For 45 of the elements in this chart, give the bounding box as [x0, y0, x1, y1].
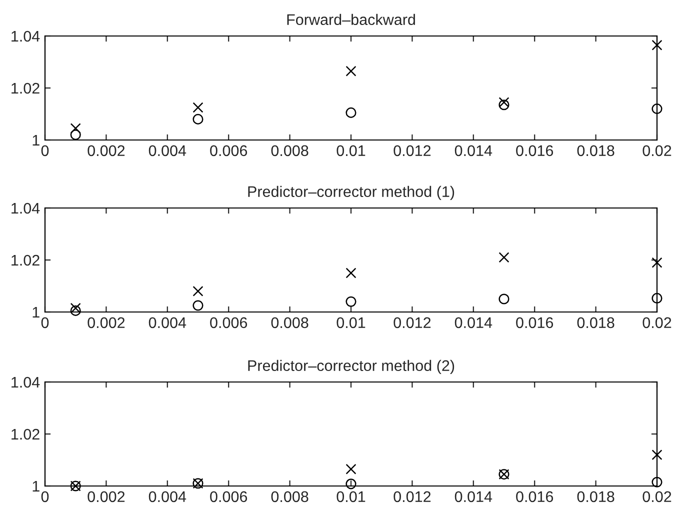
x-tick-label: 0 — [41, 317, 49, 328]
x-tick-label: 0.004 — [148, 145, 186, 156]
x-tick-label: 0.02 — [642, 317, 672, 328]
x-tick-label: 0.018 — [577, 491, 614, 502]
chart-title: Predictor–corrector method (2) — [248, 360, 454, 374]
x-tick-label: 0.016 — [516, 145, 554, 156]
y-tick-label: 1.04 — [12, 202, 40, 214]
x-tick-label: 0.002 — [88, 317, 125, 328]
x-tick-label: 0.016 — [516, 317, 554, 328]
x-tick-label: 0.018 — [577, 317, 614, 328]
x-tick-label: 0.004 — [148, 491, 186, 502]
x-tick-label: 0.004 — [148, 317, 186, 328]
x-tick-label: 0.006 — [210, 317, 248, 328]
x-tick-label: 0.008 — [271, 145, 308, 156]
y-tick-label: 1.04 — [12, 376, 40, 388]
x-tick-label: 0.002 — [88, 491, 125, 502]
x-tick-label: 0 — [41, 491, 49, 502]
x-tick-label: 0.002 — [88, 145, 125, 156]
x-tick-label: 0.016 — [516, 491, 554, 502]
x-tick-label: 0.012 — [394, 145, 431, 156]
y-tick-label: 1 — [32, 481, 40, 492]
x-tick-label: 0.012 — [394, 491, 431, 502]
y-tick-label: 1 — [32, 307, 40, 318]
y-tick-label: 1.02 — [12, 82, 40, 94]
x-tick-label: 0.01 — [336, 491, 366, 502]
x-tick-label: 0.008 — [271, 491, 308, 502]
x-tick-label: 0.01 — [336, 145, 366, 156]
x-tick-label: 0.01 — [336, 317, 366, 328]
x-tick-label: 0 — [41, 145, 49, 156]
y-tick-label: 1.04 — [12, 30, 40, 42]
y-tick-label: 1 — [32, 135, 40, 146]
x-tick-label: 0.014 — [454, 145, 492, 156]
x-tick-label: 0.006 — [210, 145, 248, 156]
y-tick-label: 1.02 — [12, 254, 40, 266]
x-tick-label: 0.02 — [642, 145, 672, 156]
chart-title: Predictor–corrector method (1) — [248, 186, 454, 200]
x-tick-label: 0.012 — [394, 317, 431, 328]
x-tick-label: 0.006 — [210, 491, 248, 502]
y-tick-label: 1.02 — [12, 428, 40, 440]
x-tick-label: 0.014 — [454, 317, 492, 328]
chart-title: Forward–backward — [287, 14, 415, 26]
x-tick-label: 0.02 — [642, 491, 672, 502]
x-tick-label: 0.008 — [271, 317, 308, 328]
x-tick-label: 0.014 — [454, 491, 492, 502]
x-tick-label: 0.018 — [577, 145, 614, 156]
